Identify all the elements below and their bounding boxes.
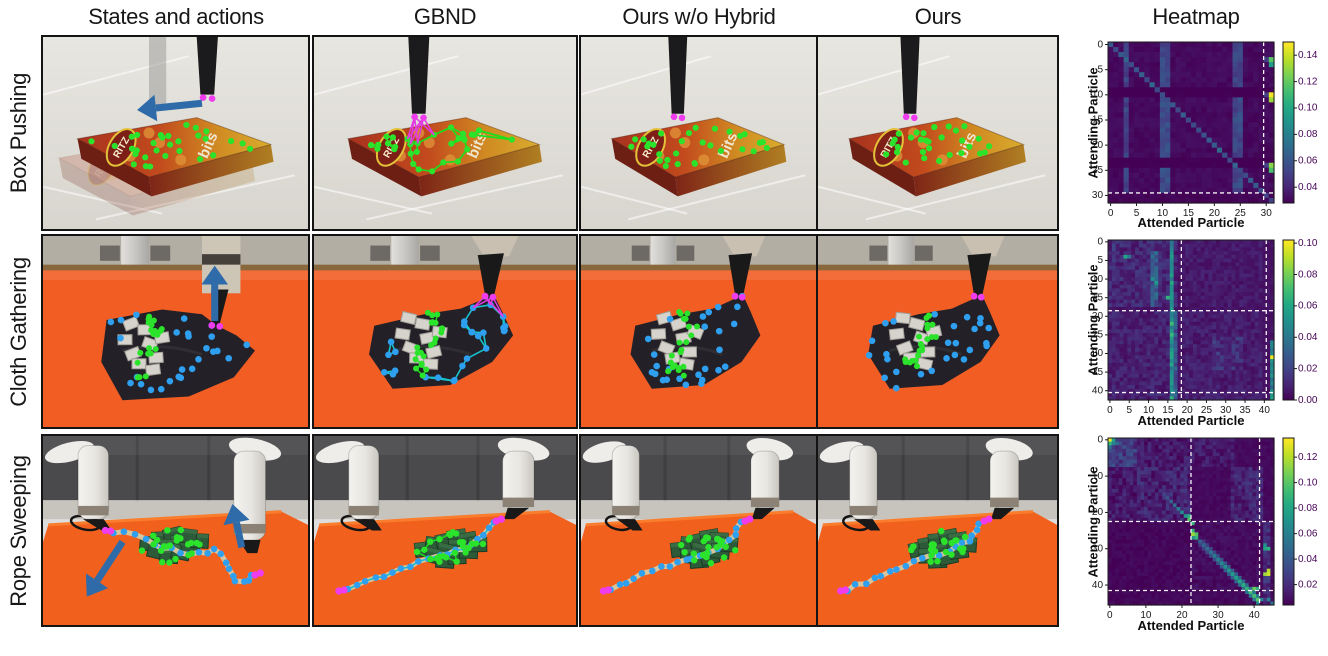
box-pushing-gbnd-photo (312, 35, 578, 231)
heatmap3-y-axis-label: Attending Particle (1085, 466, 1101, 578)
row-label-rope-sweeping: Rope Sweeping (6, 455, 31, 607)
column-header-ours-wo-hybrid: Ours w/o Hybrid (622, 4, 776, 29)
cloth-gathering-gbnd-photo (312, 234, 578, 429)
heatmap3-x-axis-label: Attended Particle (1137, 618, 1245, 633)
rope-sweeping-ours-photo (816, 434, 1059, 627)
box-pushing-attention-heatmap (1085, 32, 1328, 229)
column-header-states-and-actions: States and actions (88, 4, 264, 29)
row-label-cloth-gathering: Cloth Gathering (6, 257, 31, 407)
box-pushing-ours-photo (816, 35, 1059, 231)
column-header-heatmap: Heatmap (1152, 4, 1240, 29)
cloth-gathering-ours-wo-hybrid-photo (579, 234, 819, 429)
heatmap1-y-axis-label: Attending Particle (1085, 67, 1101, 179)
box-pushing-states-and-actions-photo (41, 35, 310, 231)
heatmap2-x-axis-label: Attended Particle (1137, 413, 1245, 428)
cloth-gathering-ours-photo (816, 234, 1059, 429)
rope-sweeping-states-and-actions-photo (41, 434, 310, 627)
rope-sweeping-ours-wo-hybrid-photo (579, 434, 819, 627)
heatmap1-x-axis-label: Attended Particle (1137, 215, 1245, 230)
rope-sweeping-attention-heatmap (1085, 428, 1328, 631)
heatmap2-y-axis-label: Attending Particle (1085, 264, 1101, 376)
column-header-gbnd: GBND (413, 4, 477, 29)
cloth-gathering-states-and-actions-photo (41, 234, 310, 429)
row-label-box-pushing: Box Pushing (6, 72, 31, 194)
rope-sweeping-gbnd-photo (312, 434, 578, 627)
box-pushing-ours-wo-hybrid-photo (579, 35, 819, 231)
cloth-gathering-attention-heatmap (1085, 230, 1328, 426)
column-header-ours: Ours (914, 4, 962, 29)
